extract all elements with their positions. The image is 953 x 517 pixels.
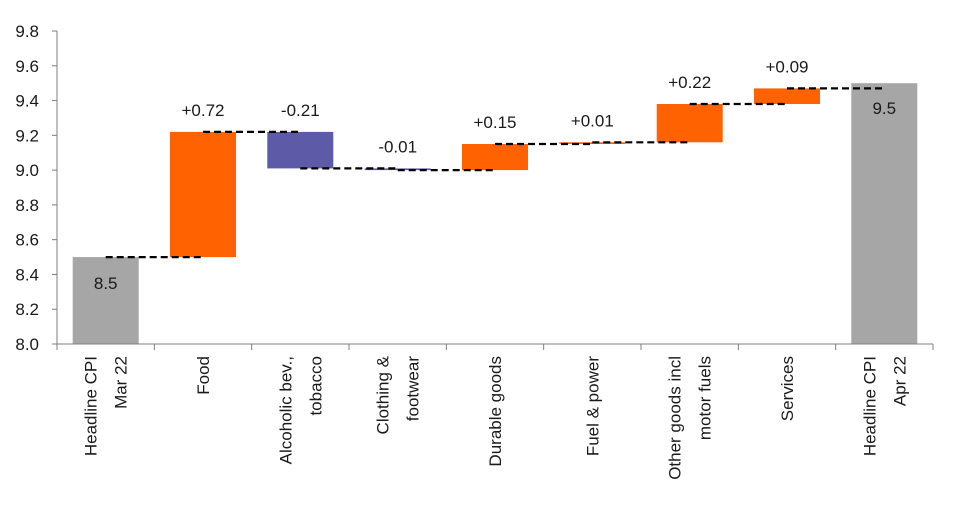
data-label-1: +0.72 (181, 101, 224, 120)
y-tick-label: 9.4 (15, 92, 39, 111)
category-label: Durable goods (486, 356, 505, 467)
y-tick-label: 9.0 (15, 161, 39, 180)
y-tick-label: 8.6 (15, 231, 39, 250)
data-label-6: +0.22 (668, 73, 711, 92)
y-tick-label: 8.4 (15, 265, 39, 284)
bar-7 (754, 88, 820, 104)
y-tick-label: 8.0 (15, 335, 39, 354)
data-label-3: -0.01 (378, 137, 417, 156)
category-label: Apr 22 (890, 356, 909, 406)
bar-4 (462, 144, 528, 171)
bar-8 (851, 83, 918, 344)
y-tick-label: 8.8 (15, 196, 39, 215)
y-tick-label: 9.8 (15, 22, 39, 41)
category-label: Alcoholic bev., (276, 356, 295, 464)
category-label: motor fuels (696, 356, 715, 440)
bar-6 (656, 104, 723, 143)
data-label-8: 9.5 (872, 99, 896, 118)
y-tick-label: 8.2 (15, 300, 39, 319)
bar-0 (72, 257, 139, 344)
axis-layer: 8.0 8.2 8.4 8.6 8.8 9.0 9.2 9.4 9.6 9.8 (15, 22, 934, 354)
connectors-layer (105, 87, 885, 259)
category-label: Headline CPI (82, 356, 101, 456)
data-label-7: +0.09 (765, 57, 808, 76)
y-tick-label: 9.2 (15, 126, 39, 145)
category-label: Headline CPI (860, 356, 879, 456)
bar-1 (170, 131, 236, 258)
category-label: footwear (404, 356, 423, 422)
data-label-0: 8.5 (94, 274, 118, 293)
category-label: Other goods incl (666, 356, 685, 480)
category-label: Services (778, 356, 797, 421)
data-label-5: +0.01 (571, 111, 614, 130)
y-tick-label: 9.6 (15, 57, 39, 76)
labels-layer: Headline CPI Mar 22 Food Alcoholic bev., tob… (82, 57, 910, 479)
category-label: Mar 22 (112, 356, 131, 409)
data-label-4: +0.15 (473, 113, 516, 132)
category-label: Food (194, 356, 213, 395)
data-label-2: -0.21 (281, 101, 320, 120)
bar-2 (267, 131, 334, 169)
category-label: Fuel & power (583, 356, 602, 456)
category-label: Clothing & (374, 355, 393, 434)
category-label: tobacco (306, 356, 325, 416)
